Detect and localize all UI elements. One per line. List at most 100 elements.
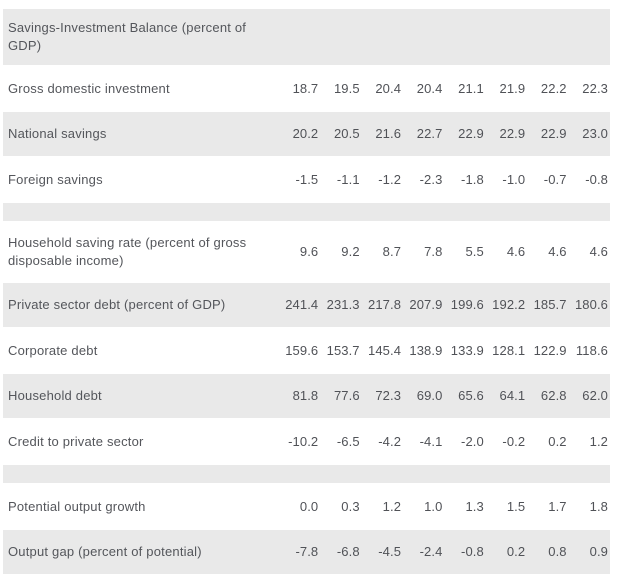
row-value: 159.6 — [285, 342, 319, 358]
row-value: 20.4 — [416, 80, 443, 96]
row-value: -4.2 — [378, 433, 402, 449]
row-value: 0.0 — [299, 498, 319, 514]
row-value: 5.5 — [465, 244, 484, 259]
row-value: 69.0 — [416, 388, 443, 403]
row-value: 128.1 — [492, 342, 526, 358]
row-value: 4.6 — [589, 244, 608, 259]
row-value: 1.0 — [424, 498, 443, 514]
row-value: -0.7 — [543, 171, 567, 187]
row-value: -6.5 — [336, 433, 360, 449]
table-row: Credit to private sector -10.2 -6.5 -4.2 -4.… — [3, 418, 610, 465]
row-value: 62.0 — [582, 388, 608, 403]
row-value: 23.0 — [582, 126, 608, 141]
row-value: -10.2 — [288, 433, 319, 449]
row-label: Corporate debt — [8, 342, 98, 358]
row-value: 231.3 — [326, 297, 360, 312]
row-value: 1.8 — [589, 498, 608, 514]
table-title: Savings-Investment Balance (percent of G… — [8, 20, 247, 53]
row-value: 153.7 — [326, 342, 360, 358]
row-value: 9.6 — [299, 244, 319, 259]
row-value: 20.5 — [333, 126, 360, 141]
row-value: 192.2 — [492, 297, 526, 312]
row-value: 81.8 — [292, 388, 319, 403]
row-value: 0.8 — [548, 544, 567, 559]
row-value: -7.8 — [295, 544, 319, 559]
row-label: National savings — [8, 126, 107, 141]
row-value: -0.8 — [585, 171, 608, 187]
table-row: Output gap (percent of potential) -7.8 -6.… — [3, 530, 610, 574]
row-value: 185.7 — [533, 297, 567, 312]
table-row: Household debt 81.8 77.6 72.3 69.0 65.6 64.1 62… — [3, 374, 610, 418]
row-value: 1.7 — [548, 498, 567, 514]
table-row: National savings 20.2 20.5 21.6 22.7 22.9 22.9… — [3, 112, 610, 156]
row-value: 122.9 — [533, 342, 567, 358]
row-value: 8.7 — [382, 244, 402, 259]
row-value: -1.5 — [295, 171, 319, 187]
row-value: -1.2 — [378, 171, 402, 187]
row-label: Foreign savings — [8, 171, 103, 187]
row-value: 21.6 — [375, 126, 402, 141]
row-value: 19.5 — [333, 80, 360, 96]
row-value: 217.8 — [368, 297, 402, 312]
row-value: -4.5 — [378, 544, 402, 559]
row-label: Gross domestic investment — [8, 80, 170, 96]
table-row: Potential output growth 0.0 0.3 1.2 1.0 1.3 1.… — [3, 483, 610, 530]
row-label: Household debt — [8, 388, 102, 403]
table-row: Gross domestic investment 18.7 19.5 20.4 20.… — [3, 65, 610, 112]
row-value: 72.3 — [375, 388, 402, 403]
row-value: 21.1 — [458, 80, 484, 96]
row-value: -1.0 — [502, 171, 526, 187]
row-value: 22.9 — [499, 126, 526, 141]
table-row: Corporate debt 159.6 153.7 145.4 138.9 133.9 1… — [3, 327, 610, 374]
row-label: Private sector debt (percent of GDP) — [8, 297, 226, 312]
row-value: 133.9 — [450, 342, 484, 358]
row-value: 22.9 — [540, 126, 567, 141]
row-value: 207.9 — [409, 297, 443, 312]
row-value: 22.7 — [416, 126, 443, 141]
table-row: Household saving rate (percent of gross … — [3, 221, 610, 283]
row-value: 64.1 — [499, 388, 526, 403]
row-value: 7.8 — [424, 244, 443, 259]
row-value: -1.1 — [336, 171, 360, 187]
row-value: -6.8 — [336, 544, 360, 559]
table-row: Foreign savings -1.5 -1.1 -1.2 -2.3 -1.8 -1.0 -… — [3, 156, 610, 203]
row-value: 20.2 — [292, 126, 319, 141]
row-value: -1.8 — [461, 171, 484, 187]
row-value: -2.4 — [419, 544, 443, 559]
row-value: -0.2 — [502, 433, 526, 449]
row-value: 21.9 — [499, 80, 526, 96]
row-value: 138.9 — [409, 342, 443, 358]
spacer-row — [3, 465, 610, 483]
spacer-row — [3, 203, 610, 221]
row-value: 77.6 — [333, 388, 360, 403]
row-value: 22.2 — [540, 80, 567, 96]
row-value: 180.6 — [574, 297, 608, 312]
row-value: 1.2 — [589, 433, 608, 449]
row-label: Household saving rate (percent of gross … — [8, 235, 247, 268]
row-value: 199.6 — [450, 297, 484, 312]
table-title-row: Savings-Investment Balance (percent of G… — [3, 9, 610, 65]
row-value: 65.6 — [458, 388, 484, 403]
row-value: 20.4 — [375, 80, 402, 96]
row-value: 0.2 — [506, 544, 526, 559]
row-value: 0.2 — [548, 433, 567, 449]
row-value: 145.4 — [368, 342, 402, 358]
row-value: 18.7 — [292, 80, 319, 96]
row-value: 4.6 — [548, 244, 567, 259]
row-value: -4.1 — [419, 433, 443, 449]
row-value: -2.0 — [461, 433, 484, 449]
row-value: -2.3 — [419, 171, 443, 187]
row-value: 22.3 — [582, 80, 608, 96]
row-value: 1.2 — [382, 498, 402, 514]
row-value: 62.8 — [540, 388, 567, 403]
row-value: 1.5 — [506, 498, 526, 514]
row-value: -0.8 — [461, 544, 484, 559]
row-value: 241.4 — [285, 297, 319, 312]
row-label: Output gap (percent of potential) — [8, 544, 202, 559]
row-value: 0.3 — [341, 498, 360, 514]
row-value: 118.6 — [575, 342, 608, 358]
savings-investment-balance-table: Savings-Investment Balance (percent of G… — [3, 9, 610, 574]
table-row: Private sector debt (percent of GDP) 241.… — [3, 283, 610, 327]
row-value: 9.2 — [341, 244, 360, 259]
row-value: 4.6 — [506, 244, 526, 259]
